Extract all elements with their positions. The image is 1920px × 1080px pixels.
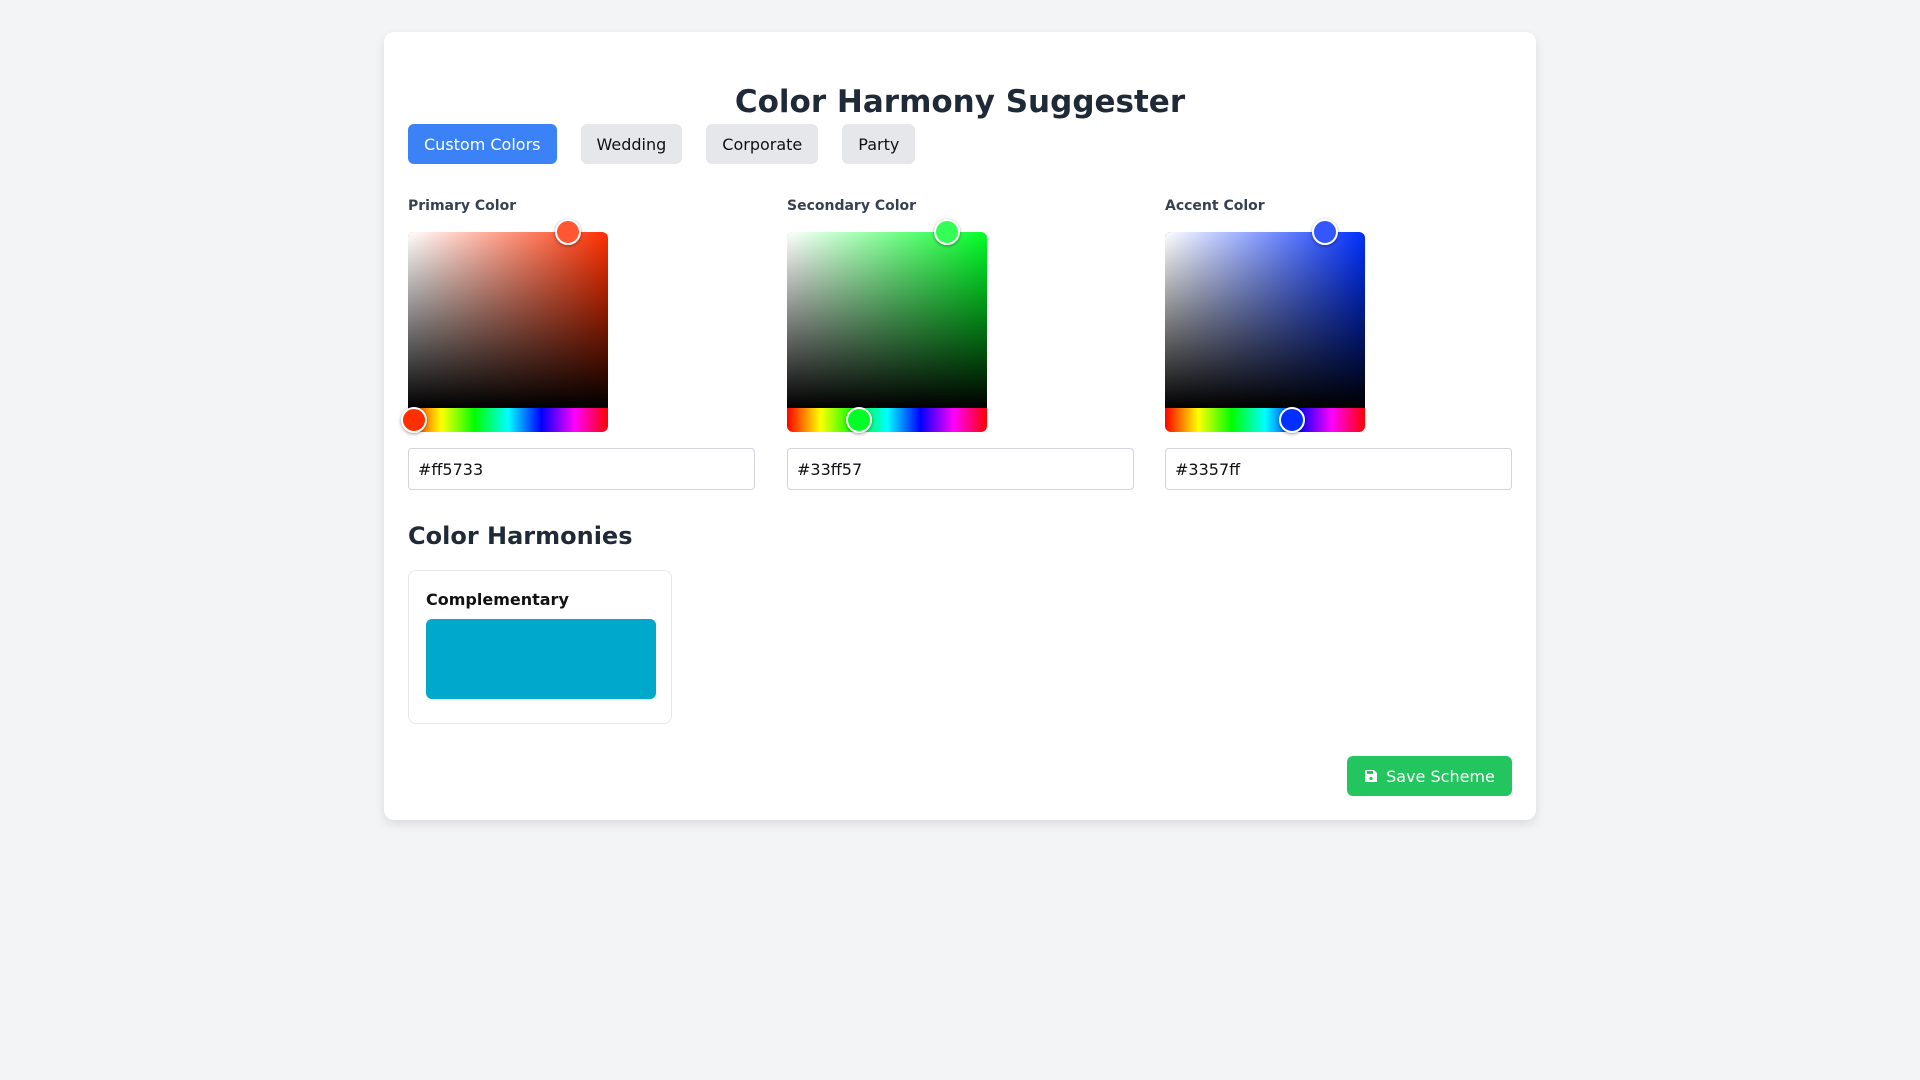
- hue-handle[interactable]: [845, 407, 872, 433]
- hue-slider[interactable]: [787, 408, 987, 432]
- preset-tabs: Custom Colors Wedding Corporate Party: [408, 124, 916, 164]
- hue-slider[interactable]: [1165, 408, 1365, 432]
- accent-hex-input[interactable]: [1165, 448, 1512, 490]
- page-title: Color Harmony Suggester: [734, 84, 1186, 120]
- save-label: Save Scheme: [1386, 766, 1495, 786]
- hue-handle[interactable]: [1279, 407, 1306, 433]
- floppy-disk-icon: [1365, 770, 1378, 782]
- saturation-brightness-handle[interactable]: [1312, 219, 1338, 245]
- harmony-card-complementary: Complementary: [408, 570, 672, 724]
- hue-slider[interactable]: [408, 408, 608, 432]
- primary-color-section: Primary Color: [401, 198, 755, 490]
- save-scheme-button[interactable]: Save Scheme: [1347, 756, 1512, 796]
- tab-party[interactable]: Party: [842, 124, 916, 164]
- hue-handle[interactable]: [401, 407, 428, 433]
- accent-color-picker: [1165, 219, 1365, 433]
- tab-custom-colors[interactable]: Custom Colors: [408, 124, 557, 164]
- saturation-brightness-area[interactable]: [787, 232, 987, 408]
- harmonies-heading: Color Harmonies: [408, 522, 633, 550]
- secondary-color-section: Secondary Color: [787, 198, 1134, 490]
- primary-hex-input[interactable]: [408, 448, 755, 490]
- secondary-hex-input[interactable]: [787, 448, 1134, 490]
- secondary-color-label: Secondary Color: [787, 198, 917, 214]
- primary-color-picker: [401, 219, 608, 433]
- tab-wedding[interactable]: Wedding: [580, 124, 683, 164]
- secondary-color-picker: [787, 219, 987, 433]
- saturation-brightness-handle[interactable]: [555, 219, 581, 245]
- saturation-brightness-area[interactable]: [1165, 232, 1365, 408]
- accent-color-section: Accent Color: [1165, 198, 1512, 490]
- accent-color-label: Accent Color: [1165, 198, 1265, 214]
- app-card: Color Harmony Suggester Custom Colors We…: [384, 32, 1536, 820]
- harmony-name: Complementary: [426, 590, 569, 609]
- tab-corporate[interactable]: Corporate: [706, 124, 819, 164]
- primary-color-label: Primary Color: [408, 198, 517, 214]
- saturation-brightness-handle[interactable]: [934, 219, 960, 245]
- harmony-swatch[interactable]: [426, 619, 656, 699]
- saturation-brightness-area[interactable]: [408, 232, 608, 408]
